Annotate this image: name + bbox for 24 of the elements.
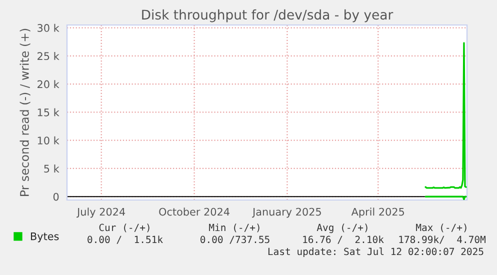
y-tick-label: 10 k bbox=[38, 136, 60, 144]
x-tick-label: April 2025 bbox=[351, 208, 404, 218]
y-tick-label: 15 k bbox=[38, 108, 60, 116]
text: 0.00 / 1.51k bbox=[88, 236, 163, 244]
y-tick-label: 25 k bbox=[38, 52, 60, 60]
y-tick-label: 5 k bbox=[44, 164, 60, 173]
text: 0.00 /737.55 bbox=[200, 236, 270, 244]
text: Cur (-/+) bbox=[99, 224, 150, 232]
y-axis-title: Pr second read (-) / write (+) bbox=[20, 28, 30, 196]
y-tick-label: 20 k bbox=[38, 80, 60, 88]
legend-label: Bytes bbox=[30, 232, 59, 242]
y-tick-label: 0 bbox=[53, 192, 59, 201]
x-tick-label: July 2024 bbox=[76, 208, 126, 218]
text: 178.99k/ 4.70M bbox=[399, 236, 486, 244]
x-tick-label: October 2024 bbox=[159, 208, 230, 216]
text: Avg (-/+) bbox=[316, 224, 368, 234]
line-series bbox=[424, 42, 467, 189]
text: Max (-/+) bbox=[416, 224, 466, 232]
y-tick-label: 30 k bbox=[38, 24, 60, 32]
text: 16.76 / 2.10k bbox=[303, 236, 384, 244]
text: Min (-/+) bbox=[209, 224, 260, 232]
x-tick-label: January 2025 bbox=[252, 208, 321, 218]
text: Last update: Sat Jul 12 02:00:07 2025 bbox=[268, 248, 484, 258]
chart-title: Disk throughput for /dev/sda - by year bbox=[142, 9, 394, 22]
